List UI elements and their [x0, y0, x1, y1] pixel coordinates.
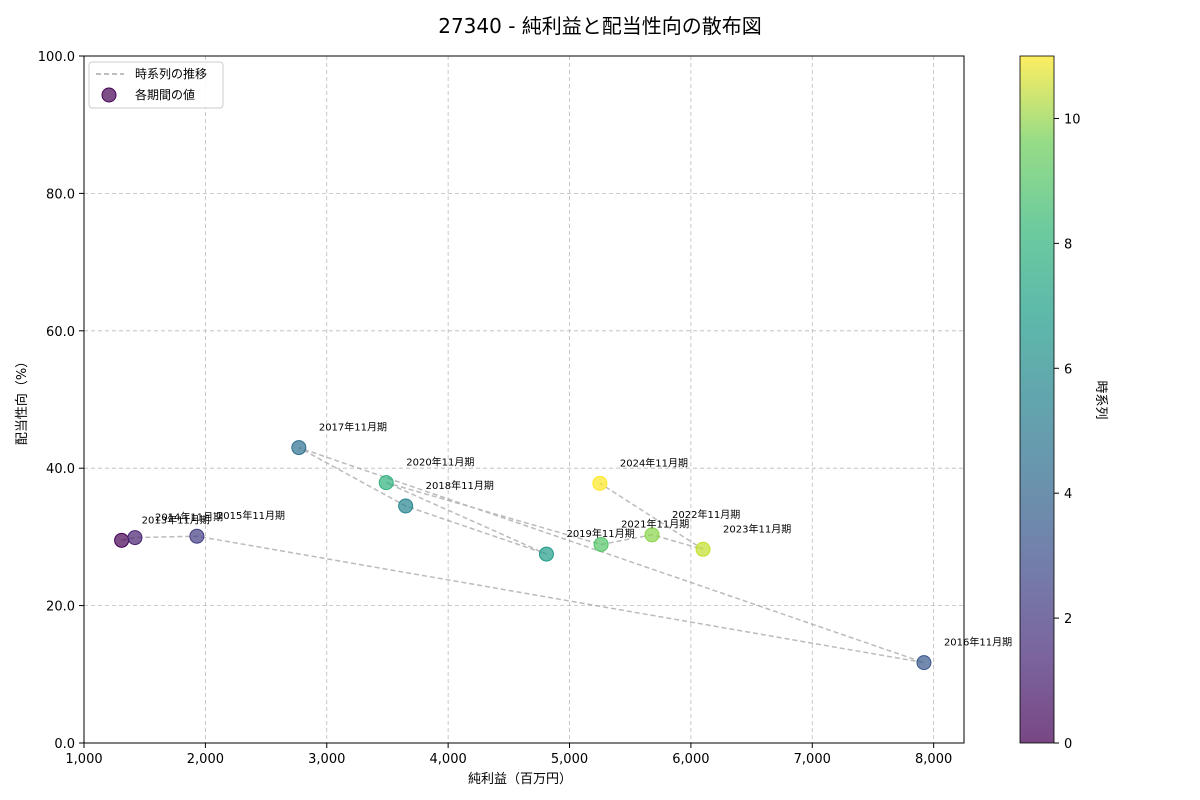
x-axis-label: 純利益（百万円）: [468, 772, 572, 787]
colorbar-tick-label: 6: [1064, 362, 1072, 377]
data-point: [398, 498, 414, 514]
x-tick-label: 8,000: [915, 752, 952, 767]
chart-title: 27340 - 純利益と配当性向の散布図: [438, 14, 762, 38]
point-label: 2020年11月期: [406, 456, 474, 469]
data-point: [189, 528, 205, 544]
y-tick-label: 0.0: [54, 737, 75, 752]
y-axis-ticks: 0.0 20.0 40.0 60.0 80.0 100.0: [38, 50, 84, 752]
legend-entry-points: 各期間の値: [135, 87, 195, 102]
legend: 時系列の推移 各期間の値: [88, 61, 224, 109]
colorbar-gradient: [1019, 55, 1055, 744]
data-point: [916, 655, 932, 671]
x-tick-label: 4,000: [430, 752, 467, 767]
x-tick-label: 2,000: [187, 752, 224, 767]
colorbar-tick-label: 8: [1064, 237, 1072, 252]
data-point: [592, 475, 608, 491]
y-tick-label: 60.0: [46, 325, 75, 340]
trend-line-layer: [121, 446, 925, 664]
x-tick-label: 7,000: [794, 752, 831, 767]
point-label: 2023年11月期: [723, 522, 791, 535]
point-label: 2013年11月期: [142, 513, 210, 526]
colorbar-ticks: 0 2 4 6 8 10: [1054, 112, 1081, 752]
colorbar-tick-label: 10: [1064, 112, 1081, 127]
y-axis-label: 配当性向（%）: [14, 355, 30, 445]
data-point: [291, 440, 307, 456]
colorbar-tick-label: 0: [1064, 737, 1072, 752]
point-label: 2014年11月期: [155, 511, 223, 524]
point-label: 2021年11月期: [621, 517, 689, 530]
x-tick-label: 6,000: [672, 752, 709, 767]
data-point: [378, 475, 394, 491]
y-tick-label: 80.0: [46, 187, 75, 202]
point-layer: [114, 440, 932, 671]
colorbar-tick-label: 4: [1064, 487, 1072, 502]
x-tick-label: 3,000: [308, 752, 345, 767]
plot-frame: [83, 55, 965, 744]
legend-marker-swatch: [101, 87, 117, 103]
point-label: 2017年11月期: [319, 421, 387, 434]
data-point: [593, 536, 609, 552]
data-point: [127, 530, 143, 546]
data-point: [538, 546, 554, 562]
point-label: 2016年11月期: [944, 636, 1012, 649]
y-tick-label: 40.0: [46, 462, 75, 477]
colorbar: 0 2 4 6 8 10 時系列: [1019, 55, 1108, 752]
point-label: 2018年11月期: [426, 479, 494, 492]
point-label: 2022年11月期: [672, 508, 740, 521]
point-label: 2019年11月期: [566, 527, 634, 540]
data-point: [695, 541, 711, 557]
x-tick-label: 5,000: [551, 752, 588, 767]
colorbar-tick-label: 2: [1064, 612, 1072, 627]
x-axis-ticks: 1,000 2,000 3,000 4,000 5,000 6,000 7,000 8,000: [65, 743, 952, 767]
y-tick-label: 100.0: [38, 50, 75, 65]
point-label: 2024年11月期: [620, 456, 688, 469]
point-label: 2015年11月期: [217, 509, 285, 522]
colorbar-label: 時系列: [1093, 380, 1108, 419]
data-point: [644, 527, 660, 543]
data-point: [114, 532, 130, 548]
x-tick-label: 1,000: [65, 752, 102, 767]
legend-entry-trend: 時系列の推移: [135, 67, 207, 81]
y-tick-label: 20.0: [46, 600, 75, 615]
grid: [83, 55, 964, 744]
trend-line: [121, 446, 925, 664]
